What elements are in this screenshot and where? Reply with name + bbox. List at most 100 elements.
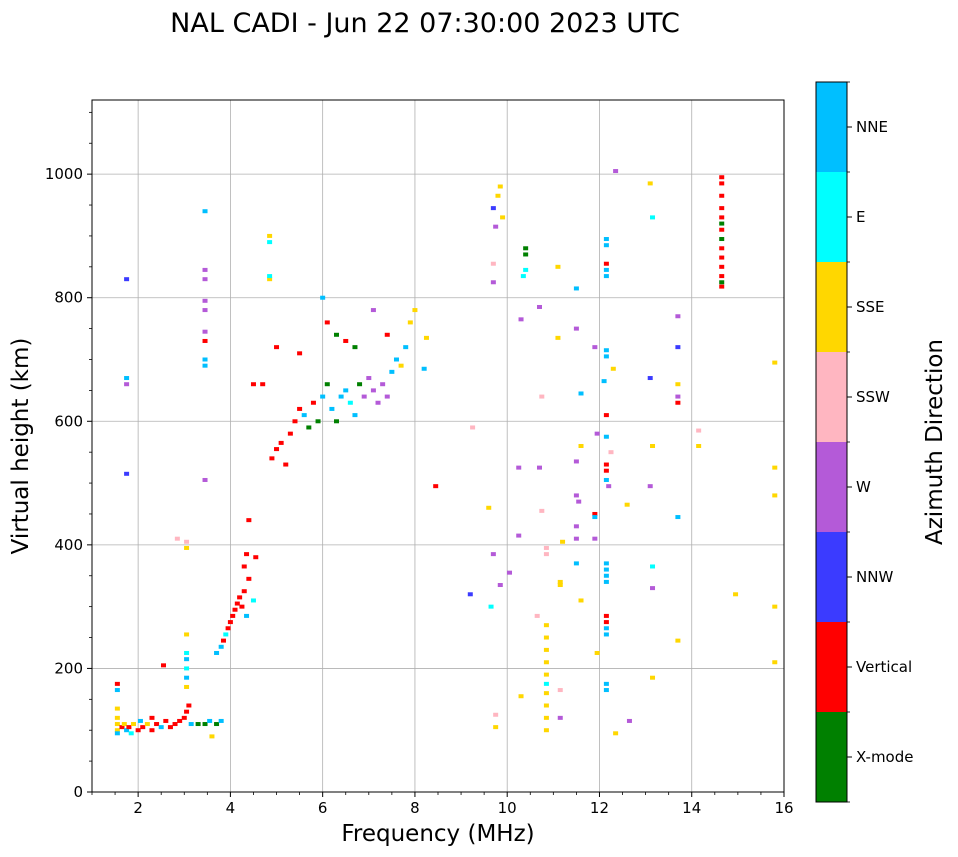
data-point	[154, 722, 160, 727]
data-point	[324, 320, 330, 325]
data-point	[320, 394, 326, 399]
data-point	[184, 675, 190, 680]
data-point	[380, 382, 386, 387]
data-point	[174, 536, 180, 541]
data-point	[647, 181, 653, 186]
data-point	[603, 620, 609, 625]
data-point	[490, 261, 496, 266]
data-point	[719, 206, 725, 211]
colorbar-segment	[816, 82, 847, 172]
data-point	[140, 725, 146, 730]
data-point	[573, 524, 579, 529]
data-point	[343, 338, 349, 343]
data-point	[184, 539, 190, 544]
data-point	[202, 277, 208, 282]
data-point	[407, 320, 413, 325]
data-point	[334, 419, 340, 424]
data-point	[114, 728, 120, 733]
chart-title: NAL CADI - Jun 22 07:30:00 2023 UTC	[170, 8, 680, 39]
plot-area: 2 4 6 8 10 12 14 16 0 200 400 600 800 1000	[45, 99, 794, 817]
data-point	[433, 484, 439, 489]
data-point	[675, 345, 681, 350]
data-point	[772, 465, 778, 470]
data-point	[334, 332, 340, 337]
data-point	[389, 369, 395, 374]
data-point	[603, 681, 609, 686]
data-point	[366, 376, 372, 381]
data-point	[260, 382, 266, 387]
data-point	[119, 725, 125, 730]
data-point	[218, 644, 224, 649]
data-point	[202, 267, 208, 272]
data-point	[267, 240, 273, 245]
data-point	[495, 193, 501, 198]
data-point	[297, 406, 303, 411]
data-point	[594, 431, 600, 436]
data-point	[557, 579, 563, 584]
data-point	[124, 471, 130, 476]
colorbar-tick-label: E	[856, 208, 865, 226]
data-point	[114, 688, 120, 693]
data-point	[719, 227, 725, 232]
data-point	[523, 252, 529, 257]
data-point	[719, 175, 725, 180]
data-point	[202, 209, 208, 214]
data-point	[398, 363, 404, 368]
data-point	[370, 308, 376, 313]
data-point	[278, 440, 284, 445]
data-point	[719, 280, 725, 285]
data-point	[124, 728, 130, 733]
data-point	[518, 694, 524, 699]
data-point	[403, 345, 409, 350]
data-point	[202, 329, 208, 334]
x-tick-label: 10	[498, 799, 517, 817]
data-point	[578, 598, 584, 603]
data-point	[719, 181, 725, 186]
data-point	[301, 413, 307, 418]
data-point	[370, 388, 376, 393]
data-point	[467, 592, 473, 597]
data-point	[650, 675, 656, 680]
x-axis-label: Frequency (MHz)	[341, 821, 534, 847]
data-point	[361, 394, 367, 399]
data-point	[352, 345, 358, 350]
data-point	[218, 718, 224, 723]
data-point	[603, 688, 609, 693]
data-point	[772, 604, 778, 609]
data-point	[603, 567, 609, 572]
colorbar-segment	[816, 442, 847, 532]
data-point	[613, 169, 619, 174]
data-point	[184, 545, 190, 550]
data-point	[121, 722, 127, 727]
data-point	[202, 363, 208, 368]
x-tick-label: 4	[226, 799, 236, 817]
data-point	[493, 712, 499, 717]
data-point	[246, 518, 252, 523]
data-point	[578, 391, 584, 396]
data-point	[184, 709, 190, 714]
data-point	[675, 638, 681, 643]
data-point	[230, 613, 236, 618]
data-point	[384, 394, 390, 399]
colorbar-segment	[816, 712, 847, 802]
data-point	[223, 632, 229, 637]
colorbar-tick-label: SSE	[856, 298, 885, 316]
data-point	[772, 660, 778, 665]
x-tick-label: 16	[774, 799, 793, 817]
data-point	[603, 348, 609, 353]
data-point	[543, 703, 549, 708]
data-point	[543, 552, 549, 557]
x-tick-label: 12	[590, 799, 609, 817]
data-point	[675, 394, 681, 399]
data-point	[555, 335, 561, 340]
data-point	[543, 660, 549, 665]
data-point	[603, 579, 609, 584]
data-point	[181, 715, 187, 720]
data-point	[573, 286, 579, 291]
data-point	[195, 722, 201, 727]
data-point	[184, 666, 190, 671]
data-point	[516, 533, 522, 538]
data-point	[227, 620, 233, 625]
data-point	[493, 224, 499, 229]
data-point	[144, 722, 150, 727]
